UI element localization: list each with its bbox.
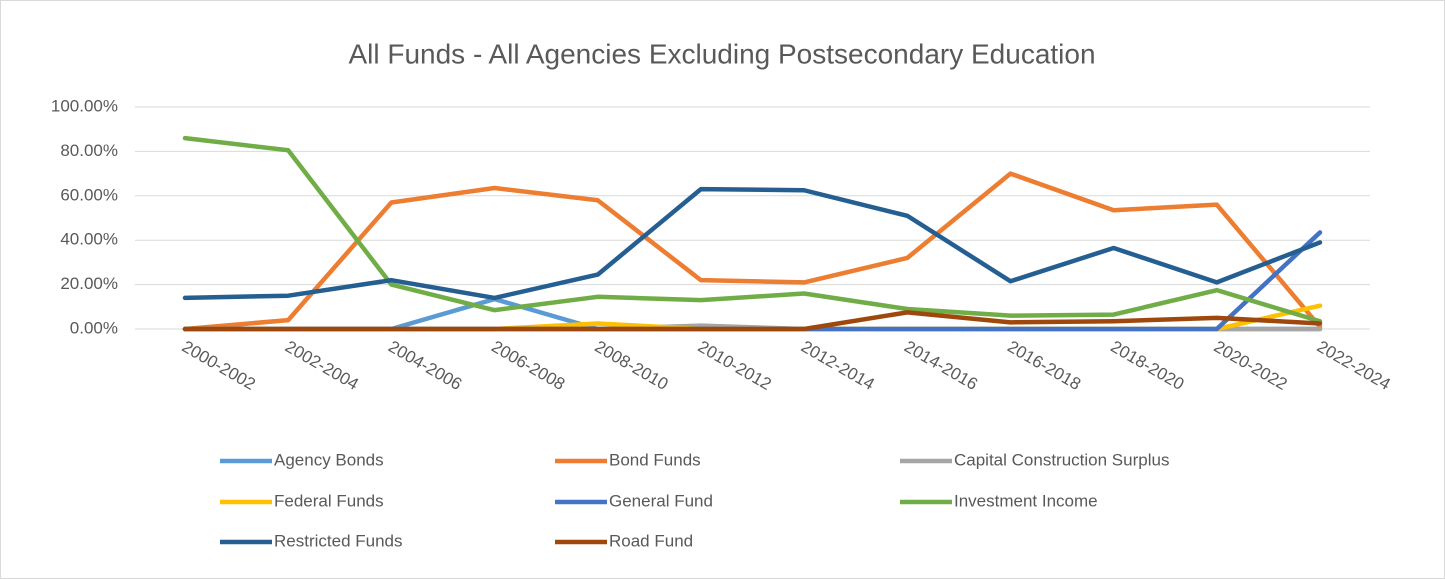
series-line bbox=[182, 186, 1323, 301]
y-tick-label: 80.00% bbox=[60, 141, 118, 160]
legend-label: Agency Bonds bbox=[274, 450, 384, 469]
y-tick-label: 100.00% bbox=[51, 96, 118, 115]
legend-label: Restricted Funds bbox=[274, 531, 403, 550]
series-line bbox=[182, 310, 1323, 332]
legend-label: Bond Funds bbox=[609, 450, 701, 469]
legend-label: Capital Construction Surplus bbox=[954, 450, 1169, 469]
y-tick-label: 0.00% bbox=[70, 318, 118, 337]
legend-label: Road Fund bbox=[609, 531, 693, 550]
series-line bbox=[182, 135, 1323, 324]
legend-label: General Fund bbox=[609, 491, 713, 510]
series-line bbox=[182, 171, 1323, 332]
legend-label: Federal Funds bbox=[274, 491, 384, 510]
y-tick-label: 60.00% bbox=[60, 185, 118, 204]
y-tick-label: 40.00% bbox=[60, 230, 118, 249]
y-tick-label: 20.00% bbox=[60, 274, 118, 293]
chart-title: All Funds - All Agencies Excluding Posts… bbox=[348, 38, 1095, 69]
legend-label: Investment Income bbox=[954, 491, 1098, 510]
